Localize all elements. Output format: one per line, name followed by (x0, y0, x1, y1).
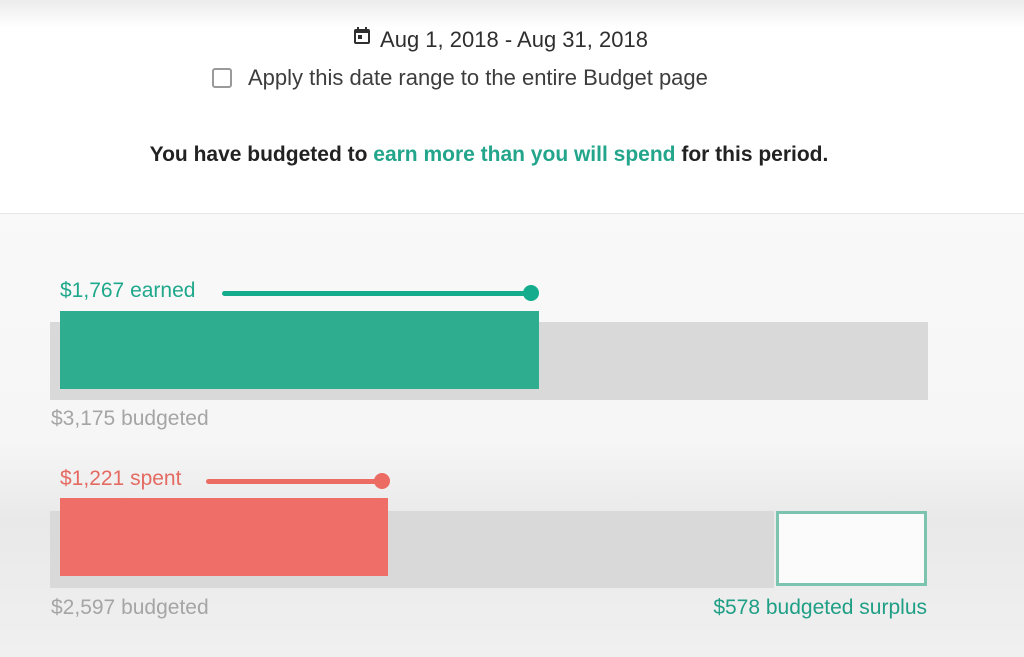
date-range-card: Aug 1, 2018 - Aug 31, 2018 Apply this da… (0, 0, 1024, 214)
date-range-row[interactable]: Aug 1, 2018 - Aug 31, 2018 (0, 26, 1000, 55)
apply-date-range-label[interactable]: Apply this date range to the entire Budg… (248, 65, 708, 90)
calendar-icon (352, 25, 372, 53)
summary-highlight: earn more than you will spend (373, 143, 676, 166)
summary-suffix: for this period. (675, 143, 829, 166)
earned-label: $1,767 earned (60, 279, 196, 302)
income-budgeted-label: $3,175 budgeted (51, 407, 209, 430)
earned-indicator-dot (522, 285, 539, 301)
spending-actual-bar (60, 498, 388, 576)
summary-prefix: You have budgeted to (149, 143, 374, 166)
budgeted-surplus-box (776, 511, 927, 586)
apply-date-range-option[interactable]: Apply this date range to the entire Budg… (212, 64, 708, 92)
apply-date-range-checkbox[interactable] (212, 68, 232, 88)
spent-indicator-line (206, 479, 380, 484)
date-range-text[interactable]: Aug 1, 2018 - Aug 31, 2018 (380, 27, 648, 52)
budget-summary-text: You have budgeted to earn more than you … (0, 140, 978, 170)
income-actual-bar (60, 311, 539, 389)
budgeted-surplus-label: $578 budgeted surplus (713, 596, 927, 619)
earned-indicator-line (222, 291, 531, 296)
spent-indicator-dot (373, 473, 390, 489)
spending-budgeted-label: $2,597 budgeted (51, 596, 209, 619)
spent-label: $1,221 spent (60, 467, 182, 490)
